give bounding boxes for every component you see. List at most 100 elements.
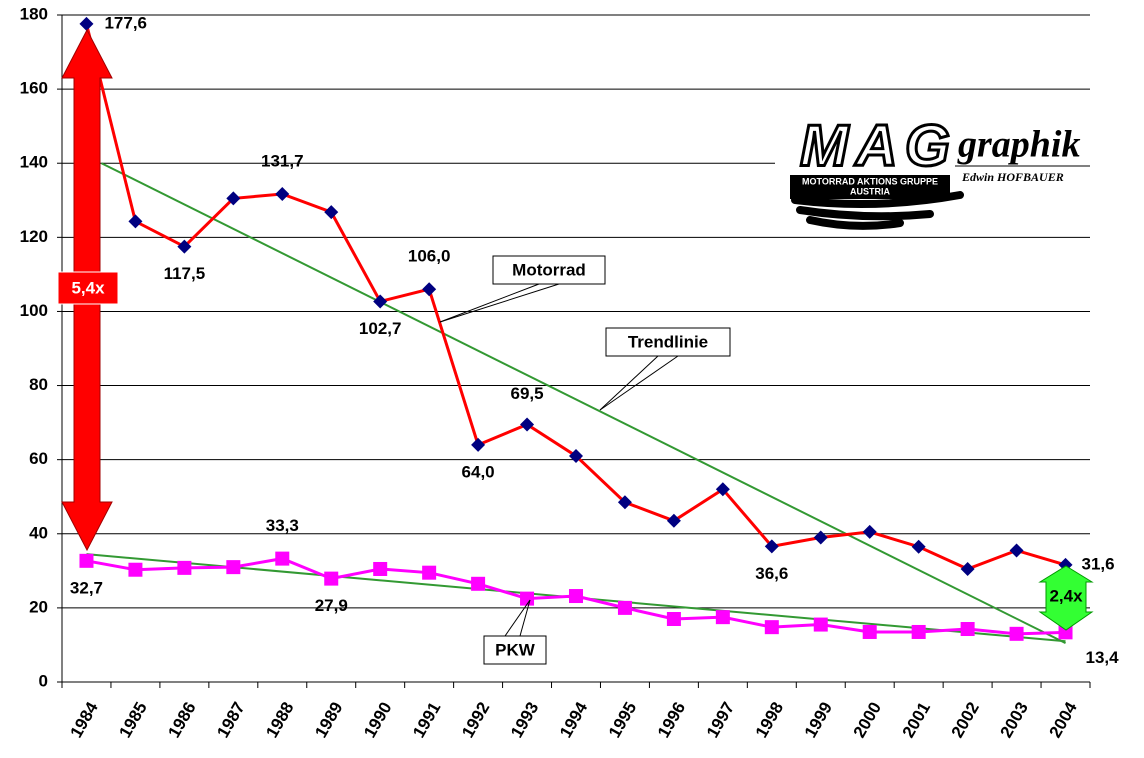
marker <box>520 417 535 432</box>
callout-pointer <box>519 599 531 637</box>
ratio-arrow <box>1038 565 1094 631</box>
x-tick-label: 1988 <box>262 699 297 741</box>
ratio-label: 2,4x <box>1049 586 1083 605</box>
callout-box <box>483 635 547 665</box>
marker <box>471 437 486 452</box>
data-label: 31,6 <box>1082 554 1115 573</box>
marker <box>275 551 290 566</box>
x-tick-label: 1993 <box>507 699 542 741</box>
x-tick-label: 1989 <box>311 699 346 741</box>
marker <box>226 191 241 206</box>
marker <box>715 482 730 497</box>
callout-pointer <box>599 355 659 411</box>
data-label: 64,0 <box>462 462 495 481</box>
y-tick-label: 40 <box>29 523 48 542</box>
data-label: 102,7 <box>359 319 402 338</box>
x-tick-label: 1990 <box>360 699 395 741</box>
data-label: 117,5 <box>164 264 206 283</box>
marker <box>275 186 290 201</box>
y-tick-label: 180 <box>20 4 48 23</box>
logo-line1: MOTORRAD AKTIONS GRUPPE <box>802 176 938 186</box>
data-label: 27,9 <box>315 596 348 615</box>
marker <box>128 562 143 577</box>
marker <box>471 576 486 591</box>
marker <box>79 553 94 568</box>
marker <box>666 612 681 627</box>
marker <box>715 610 730 625</box>
trend-line <box>101 162 1066 644</box>
marker <box>1009 543 1024 558</box>
series-line <box>85 23 1066 571</box>
x-tick-label: 2004 <box>1046 698 1082 741</box>
logo-main: MAG <box>800 113 950 178</box>
data-label: 177,6 <box>104 13 147 32</box>
x-tick-label: 1991 <box>409 699 444 741</box>
y-tick-label: 20 <box>29 597 48 616</box>
x-tick-label: 2000 <box>850 699 885 741</box>
x-tick-label: 1999 <box>801 699 836 741</box>
y-tick-label: 100 <box>20 301 48 320</box>
marker <box>177 560 192 575</box>
marker <box>226 560 241 575</box>
x-tick-label: 1987 <box>213 699 248 741</box>
callout-label: PKW <box>495 640 536 659</box>
x-tick-label: 1996 <box>654 699 689 741</box>
callout-pointer <box>439 283 540 323</box>
x-tick-label: 1995 <box>605 699 640 741</box>
y-tick-label: 80 <box>29 375 48 394</box>
callout-label: Trendlinie <box>628 332 708 351</box>
data-label: 32,7 <box>70 578 103 597</box>
marker <box>813 530 828 545</box>
callout-label: Motorrad <box>512 260 586 279</box>
y-tick-label: 60 <box>29 449 48 468</box>
marker <box>960 622 975 637</box>
marker <box>1009 626 1024 641</box>
marker <box>666 513 681 528</box>
x-tick-label: 1984 <box>66 698 102 741</box>
callout-pointer <box>439 283 560 323</box>
data-label: 106,0 <box>408 247 451 266</box>
data-label: 69,5 <box>511 384 544 403</box>
marker <box>422 282 437 297</box>
callout-pointer <box>599 355 679 411</box>
y-tick-label: 120 <box>20 227 48 246</box>
marker <box>422 565 437 580</box>
y-tick-label: 0 <box>39 671 48 690</box>
marker <box>862 624 877 639</box>
marker <box>617 600 632 615</box>
logo-band <box>790 175 950 199</box>
logo-line2: AUSTRIA <box>850 186 890 196</box>
x-tick-label: 1985 <box>115 699 150 741</box>
y-tick-label: 140 <box>20 153 48 172</box>
marker <box>617 495 632 510</box>
marker <box>862 524 877 539</box>
x-tick-label: 1986 <box>164 699 199 741</box>
marker <box>373 294 388 309</box>
logo-script: graphik <box>957 124 1080 166</box>
marker <box>373 561 388 576</box>
callout-box <box>492 255 606 285</box>
marker <box>569 589 583 604</box>
marker <box>324 205 339 220</box>
y-tick-label: 160 <box>20 79 48 98</box>
x-tick-label: 2002 <box>948 699 983 741</box>
x-tick-label: 2001 <box>899 699 934 741</box>
logo-swoosh <box>796 206 934 221</box>
x-tick-label: 1994 <box>556 698 592 741</box>
marker <box>911 539 926 554</box>
data-label: 33,3 <box>266 516 299 535</box>
data-label: 36,6 <box>755 564 788 583</box>
marker <box>764 620 779 635</box>
callout-box <box>605 327 731 357</box>
marker <box>813 617 828 632</box>
marker <box>128 214 143 229</box>
marker <box>569 448 583 463</box>
x-tick-label: 1998 <box>752 699 787 741</box>
data-label: 13,4 <box>1086 648 1120 667</box>
marker <box>324 571 339 586</box>
data-label: 131,7 <box>261 151 304 170</box>
x-tick-label: 2003 <box>997 699 1032 741</box>
callout-pointer <box>504 599 531 637</box>
